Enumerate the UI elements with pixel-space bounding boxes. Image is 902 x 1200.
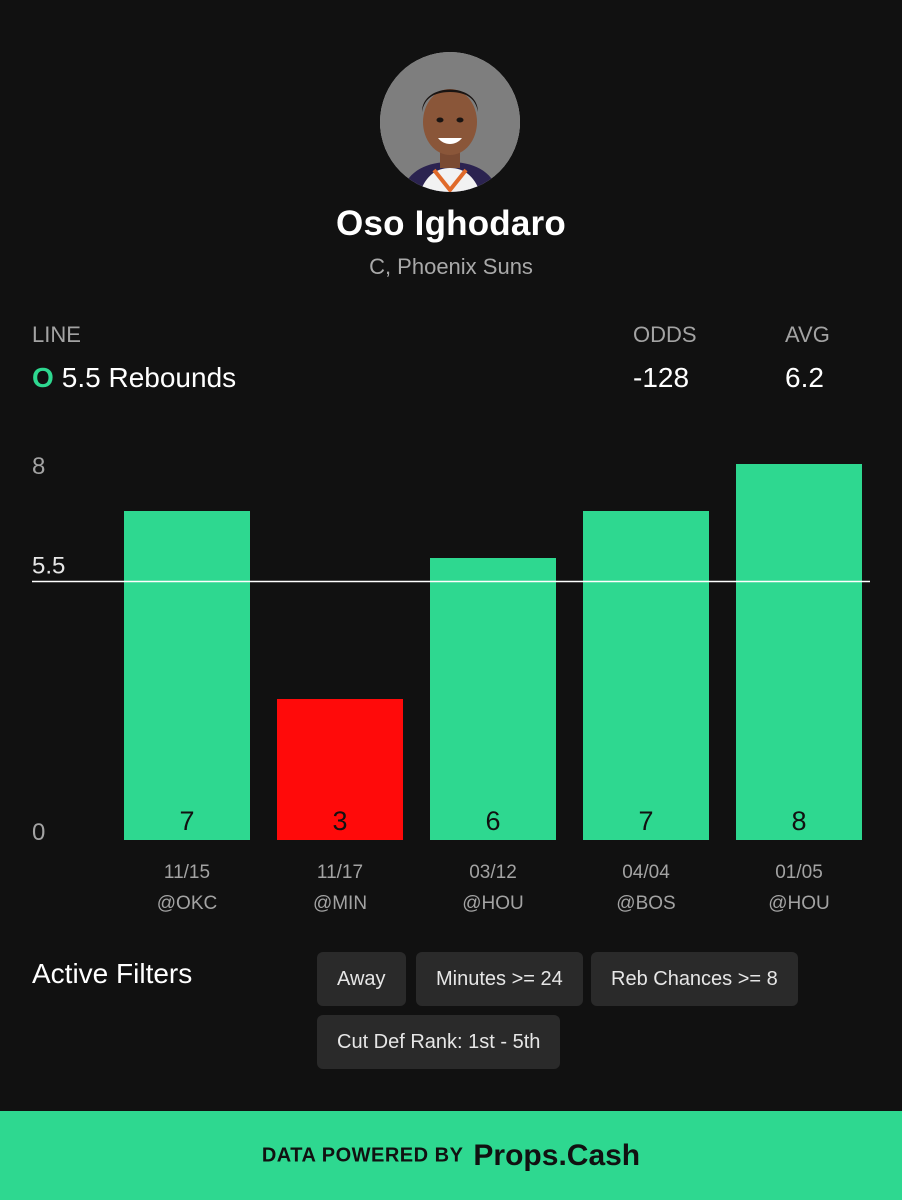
y-tick-label: 0 — [32, 819, 45, 846]
bar-value-label: 7 — [638, 806, 653, 836]
avg-value: 6.2 — [785, 362, 824, 393]
footer-banner: DATA POWERED BY Props.Cash — [0, 1111, 902, 1200]
line-value-row: O 5.5 Rebounds — [32, 362, 236, 394]
odds-label: ODDS — [633, 322, 697, 347]
x-tick-opponent: @MIN — [313, 893, 367, 914]
bar-01-05 — [736, 464, 862, 840]
player-avatar — [380, 52, 520, 192]
bar-11-17 — [277, 699, 403, 840]
x-tick-date: 01/05 — [775, 862, 823, 883]
bar-value-label: 7 — [179, 806, 194, 836]
footer-prefix: DATA POWERED BY — [261, 1144, 464, 1167]
line-value: 5.5 Rebounds — [61, 362, 237, 393]
bar-value-label: 6 — [485, 806, 500, 836]
x-tick-opponent: @HOU — [462, 893, 524, 914]
chart-svg: 7 11/15 @OKC 3 11/17 @MIN 6 03/12 @HOU 7 04/04 @BOS… — [32, 453, 870, 914]
x-tick-date: 11/17 — [317, 862, 363, 883]
footer-brand: Props.Cash — [473, 1139, 641, 1173]
game-log-bar-chart: 7 11/15 @OKC 3 11/17 @MIN 6 03/12 @HOU 7 04/04 @BOS… — [0, 440, 902, 940]
filter-chip-def-rank[interactable]: Cut Def Rank: 1st - 5th — [317, 1015, 561, 1069]
line-label: LINE — [32, 322, 81, 347]
player-position-team: C, Phoenix Suns — [369, 254, 533, 279]
filter-chip-minutes[interactable]: Minutes >= 24 — [416, 952, 583, 1006]
bar-03-12 — [430, 558, 556, 840]
x-tick-opponent: @OKC — [157, 893, 217, 914]
x-tick-date: 03/12 — [469, 862, 517, 883]
filter-chip-away[interactable]: Away — [317, 952, 406, 1006]
bar-value-label: 3 — [332, 806, 347, 836]
odds-value: -128 — [633, 362, 690, 393]
active-filters-title: Active Filters — [32, 958, 193, 989]
y-tick-label: 5.5 — [32, 553, 65, 580]
avg-label: AVG — [785, 322, 830, 347]
over-under-indicator: O — [32, 362, 54, 393]
y-tick-label: 8 — [32, 453, 45, 480]
x-tick-opponent: @HOU — [768, 893, 830, 914]
player-portrait — [380, 52, 520, 192]
bar-04-04 — [583, 511, 709, 840]
bar-value-label: 8 — [791, 806, 806, 836]
x-tick-date: 11/15 — [164, 862, 210, 883]
x-tick-opponent: @BOS — [616, 893, 675, 914]
player-name: Oso Ighodaro — [336, 204, 566, 243]
x-tick-date: 04/04 — [622, 862, 670, 883]
bar-11-15 — [124, 511, 250, 840]
filter-chip-reb-chances[interactable]: Reb Chances >= 8 — [591, 952, 798, 1006]
